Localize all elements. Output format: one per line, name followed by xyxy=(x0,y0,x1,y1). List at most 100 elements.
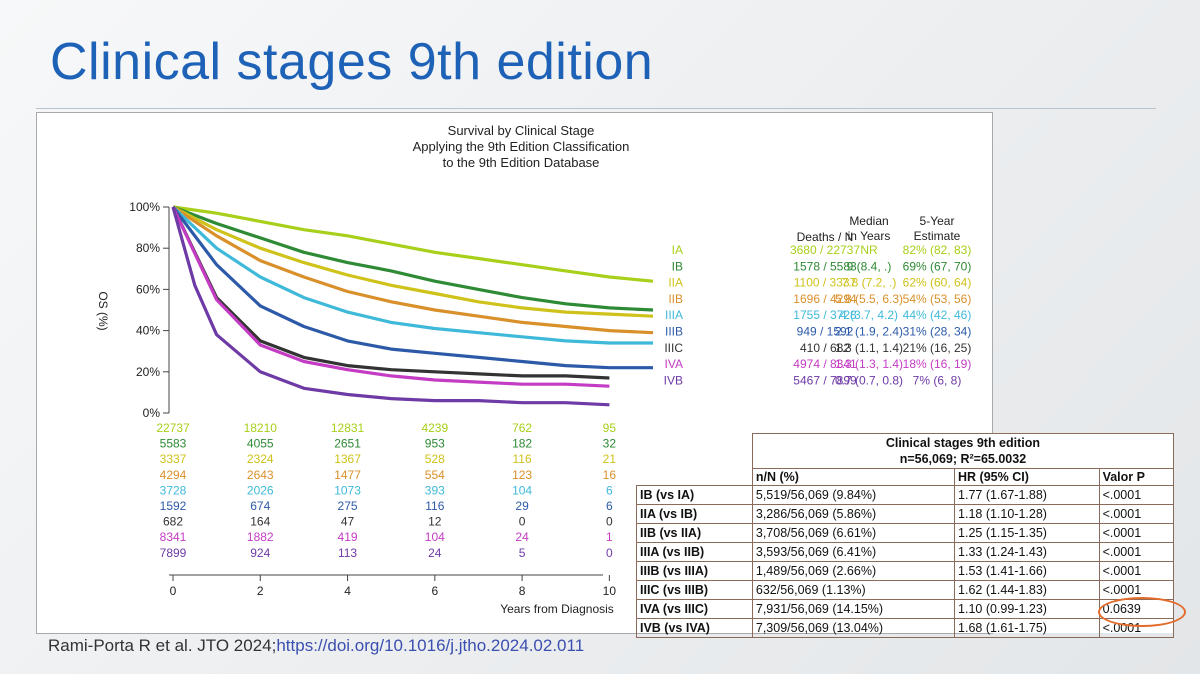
stats-cell-hr: 1.25 (1.15-1.35) xyxy=(954,523,1100,543)
legend-stage-label: IB xyxy=(672,259,683,273)
km-curve-ivb xyxy=(171,206,610,407)
km-figure: Survival by Clinical Stage Applying the 9… xyxy=(36,112,993,634)
at-risk-value: 104 xyxy=(512,483,532,497)
stats-row: IIB (vs IIA) 3,708/56,069 (6.61%) 1.25 (1.… xyxy=(636,523,1175,543)
col-header-nn: n/N (%) xyxy=(751,468,956,486)
at-risk-value: 32 xyxy=(603,437,617,451)
km-curve-iib xyxy=(172,205,654,335)
at-risk-value: 2651 xyxy=(334,437,361,451)
stats-table-panel: Clinical stages 9th edition n=56,069; R²… xyxy=(636,433,1175,638)
stats-cell-hr: 1.77 (1.67-1.88) xyxy=(954,485,1100,505)
legend-stage-label: IVB xyxy=(664,373,683,387)
stats-cell-nn: 632/56,069 (1.13%) xyxy=(751,580,956,600)
stats-cell-stage: IIIC (vs IIIB) xyxy=(636,580,753,600)
stats-cell-p: <.0001 xyxy=(1098,561,1175,581)
at-risk-value: 1592 xyxy=(160,499,187,513)
at-risk-value: 1882 xyxy=(247,530,274,544)
stats-cell-hr: 1.33 (1.24-1.43) xyxy=(954,542,1100,562)
at-risk-value: 682 xyxy=(163,515,183,529)
at-risk-value: 7899 xyxy=(160,546,187,560)
at-risk-value: 3728 xyxy=(160,483,187,497)
y-tick-label: 0% xyxy=(143,406,161,420)
legend-deaths-n: 4974 / 8341 xyxy=(793,357,857,371)
at-risk-value: 554 xyxy=(425,468,445,482)
at-risk-value: 1477 xyxy=(334,468,361,482)
stats-cell-hr: 1.62 (1.44-1.83) xyxy=(954,580,1100,600)
legend-five-year: 54% (53, 56) xyxy=(903,292,972,306)
at-risk-value: 47 xyxy=(341,515,355,529)
slide-title: Clinical stages 9th edition xyxy=(50,33,654,91)
at-risk-value: 24 xyxy=(428,546,442,560)
at-risk-value: 0 xyxy=(519,515,526,529)
at-risk-value: 18210 xyxy=(244,421,278,435)
at-risk-value: 21 xyxy=(603,452,617,466)
at-risk-value: 4239 xyxy=(421,421,448,435)
at-risk-value: 2026 xyxy=(247,483,274,497)
at-risk-value: 275 xyxy=(338,499,358,513)
legend-five-year: 18% (16, 19) xyxy=(903,357,972,371)
at-risk-value: 1 xyxy=(606,530,613,544)
x-axis-label: Years from Diagnosis xyxy=(500,602,614,616)
legend-five-year: 31% (28, 34) xyxy=(903,325,972,339)
at-risk-value: 116 xyxy=(513,452,532,466)
legend-median: 5.8 (5.5, 6.3) xyxy=(835,292,903,306)
at-risk-value: 164 xyxy=(250,515,270,529)
stats-cell-nn: 7,309/56,069 (13.04%) xyxy=(751,618,956,638)
citation-link[interactable]: https://doi.org/10.1016/j.jtho.2024.02.0… xyxy=(276,636,585,655)
at-risk-value: 4055 xyxy=(247,437,274,451)
km-curve-iva xyxy=(171,206,610,388)
x-tick-label: 4 xyxy=(344,584,351,598)
x-tick-label: 6 xyxy=(431,584,438,598)
legend-median: 0.7 (0.7, 0.8) xyxy=(835,373,903,387)
chart-title-line: Applying the 9th Edition Classification xyxy=(413,139,630,154)
legend-deaths-n: 1100 / 3337 xyxy=(794,276,857,290)
at-risk-value: 3337 xyxy=(160,452,187,466)
at-risk-value: 953 xyxy=(425,437,445,451)
legend-stage-label: IA xyxy=(672,243,683,257)
stats-cell-p: <.0001 xyxy=(1098,542,1175,562)
legend-median: 2.1 (1.9, 2.4) xyxy=(835,325,903,339)
at-risk-value: 6 xyxy=(606,483,613,497)
legend-deaths-n: 949 / 1592 xyxy=(797,325,854,339)
stats-cell-stage: IVA (vs IIIC) xyxy=(636,599,753,619)
stats-table-title: Clinical stages 9th edition n=56,069; R²… xyxy=(751,433,1175,469)
at-risk-value: 0 xyxy=(606,515,613,529)
citation: Rami-Porta R et al. JTO 2024;https://doi… xyxy=(48,636,584,656)
stats-cell-nn: 3,593/56,069 (6.41%) xyxy=(751,542,956,562)
stats-cell-hr: 1.53 (1.41-1.66) xyxy=(954,561,1100,581)
at-risk-value: 8341 xyxy=(160,530,187,544)
at-risk-value: 12831 xyxy=(331,421,365,435)
at-risk-value: 4294 xyxy=(160,468,187,482)
at-risk-value: 29 xyxy=(515,499,529,513)
legend-five-year: 62% (60, 64) xyxy=(903,276,972,290)
legend-median: 4 (3.7, 4.2) xyxy=(840,308,898,322)
stats-table: Clinical stages 9th edition n=56,069; R²… xyxy=(636,433,1175,638)
stats-cell-p: <.0001 xyxy=(1098,523,1175,543)
legend-header: 5-Year xyxy=(920,214,955,228)
legend-median: 7.8 (7.2, .) xyxy=(842,276,897,290)
x-tick-label: 0 xyxy=(170,584,177,598)
table-corner xyxy=(636,433,753,469)
legend-median: NR xyxy=(860,243,878,257)
stats-cell-stage: IIB (vs IIA) xyxy=(636,523,753,543)
at-risk-value: 762 xyxy=(512,421,532,435)
title-divider xyxy=(36,108,1156,109)
at-risk-value: 12 xyxy=(428,515,442,529)
km-curve-iiib xyxy=(171,206,653,370)
legend-median: 9 (8.4, .) xyxy=(847,259,892,273)
stats-cell-stage: IIIA (vs IIB) xyxy=(636,542,753,562)
stats-cell-stage: IIIB (vs IIIA) xyxy=(636,561,753,581)
at-risk-value: 924 xyxy=(250,546,270,560)
stats-cell-nn: 3,286/56,069 (5.86%) xyxy=(751,504,956,524)
stats-cell-p: <.0001 xyxy=(1098,580,1175,600)
stats-cell-stage: IIA (vs IB) xyxy=(636,504,753,524)
legend-five-year: 82% (82, 83) xyxy=(903,243,972,257)
legend-header: in Years xyxy=(848,229,891,243)
legend-stage-label: IIA xyxy=(668,276,683,290)
stats-row: IVB (vs IVA) 7,309/56,069 (13.04%) 1.68 (1… xyxy=(636,618,1175,638)
km-curve-ia xyxy=(172,205,654,283)
at-risk-value: 2324 xyxy=(247,452,274,466)
at-risk-value: 24 xyxy=(515,530,529,544)
at-risk-value: 393 xyxy=(425,483,445,497)
at-risk-value: 419 xyxy=(338,530,358,544)
